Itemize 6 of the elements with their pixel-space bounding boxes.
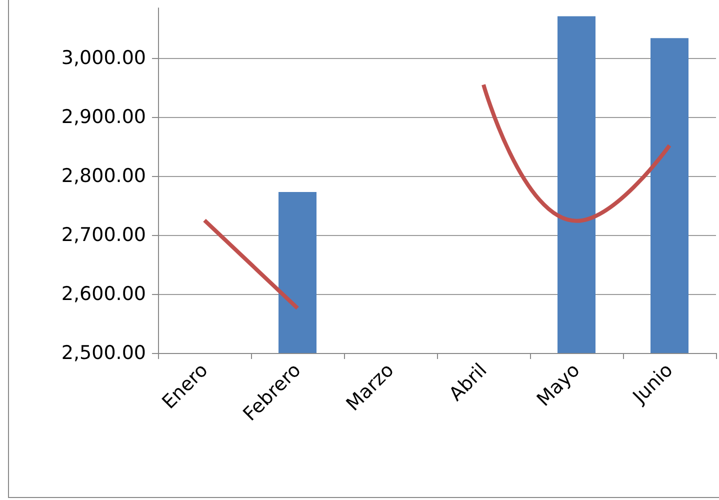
y-tick-label: 2,800.00 [61, 165, 146, 188]
y-tick-label: 3,000.00 [61, 47, 146, 70]
y-tick-label: 2,700.00 [61, 224, 146, 246]
y-tick-label: 2,900.00 [61, 106, 146, 128]
y-tick-label: 2,600.00 [61, 283, 146, 306]
y-tick-label: 2,500.00 [61, 342, 146, 364]
